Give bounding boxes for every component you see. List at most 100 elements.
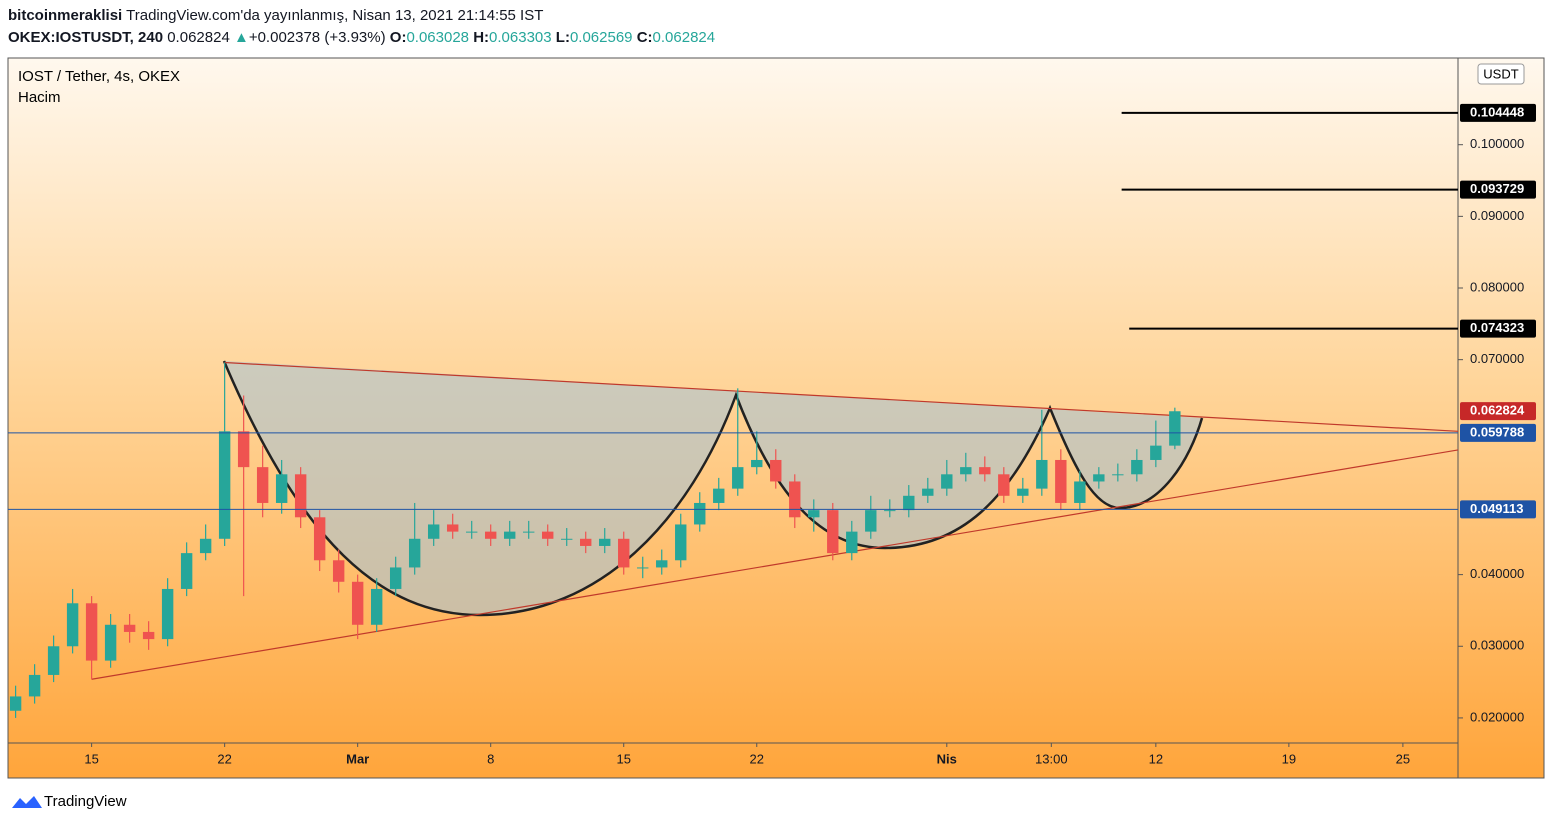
candle-body — [1093, 474, 1105, 482]
candle-body — [504, 531, 516, 539]
x-tick-label: 22 — [750, 751, 764, 766]
candle-body — [332, 560, 345, 582]
candle-body — [1169, 411, 1181, 446]
chart-panel — [7, 57, 1545, 779]
candle-body — [960, 467, 972, 475]
published: TradingView.com'da yayınlanmış, Nisan 13… — [126, 7, 544, 24]
price: 0.062824 — [167, 29, 230, 46]
candle-body — [47, 646, 60, 675]
author: bitcoinmeraklisi — [8, 7, 123, 24]
candle-body — [370, 588, 383, 625]
x-tick-label: 12 — [1149, 751, 1163, 766]
candle-body — [580, 538, 592, 546]
x-tick-label: 8 — [487, 751, 494, 766]
candle-body — [313, 517, 326, 561]
candle-body — [180, 553, 193, 589]
y-tick-label: 0.070000 — [1470, 351, 1524, 366]
candle-body — [713, 488, 725, 503]
candle-body — [523, 531, 535, 533]
price-badge-label: 0.059788 — [1470, 424, 1524, 439]
candle-body — [789, 481, 801, 518]
candle-body — [922, 488, 934, 496]
y-tick-label: 0.020000 — [1470, 709, 1524, 724]
candle-body — [389, 567, 402, 589]
cup-outline — [222, 360, 1204, 617]
candle-body — [656, 560, 668, 568]
candle-body — [599, 538, 611, 546]
x-tick-label: 13:00 — [1035, 751, 1068, 766]
candle-body — [465, 531, 478, 533]
legend-title: IOST / Tether, 4s, OKEX — [18, 68, 180, 85]
trendline — [91, 449, 1459, 680]
y-tick-label: 0.040000 — [1470, 566, 1524, 581]
price-badge — [1460, 423, 1536, 442]
currency: USDT — [1483, 66, 1518, 81]
legend-volume: Hacim — [18, 89, 61, 106]
candle-body — [123, 624, 136, 632]
candle-body — [941, 474, 953, 489]
symbol: OKEX:IOSTUSDT, 240 — [8, 29, 164, 46]
candle-body — [199, 538, 212, 554]
price-badge-label: 0.049113 — [1470, 501, 1524, 516]
candle-body — [275, 474, 288, 503]
price-badge — [1460, 180, 1536, 199]
l-value: 0.062569 — [569, 29, 633, 46]
candle-body — [9, 696, 22, 711]
candle-body — [256, 467, 269, 503]
candle-body — [618, 538, 630, 568]
candle-body — [770, 459, 782, 482]
candle-body — [1074, 481, 1086, 503]
candle-body — [694, 502, 706, 525]
y-tick-label: 0.100000 — [1470, 136, 1524, 151]
candle-body — [161, 588, 174, 640]
x-tick-label: Mar — [346, 751, 369, 766]
candle-body — [732, 467, 744, 489]
y-tick-label: 0.080000 — [1470, 279, 1524, 294]
candle-body — [675, 524, 687, 561]
candle-body — [218, 431, 231, 539]
o-label: O: — [389, 29, 407, 46]
candle-body — [903, 495, 915, 511]
candle-body — [1131, 459, 1143, 475]
candle-body — [884, 510, 896, 512]
trendline — [224, 361, 1459, 432]
change: +0.002378 (+3.93%) — [248, 29, 386, 46]
candle-body — [827, 510, 839, 554]
arrow: ▲ — [233, 29, 249, 46]
l-label: L: — [555, 29, 570, 46]
price-badge-label: 0.074323 — [1470, 320, 1524, 335]
candle-body — [1055, 459, 1067, 503]
x-tick-label: 15 — [616, 751, 630, 766]
price-badge-label: 0.093729 — [1470, 181, 1524, 196]
candle-body — [1036, 459, 1048, 489]
candle-body — [865, 510, 877, 532]
candle-body — [104, 624, 117, 661]
candle-body — [427, 524, 440, 539]
price-badge — [1460, 402, 1536, 421]
candle-body — [446, 524, 459, 532]
y-tick-label: 0.030000 — [1470, 638, 1524, 653]
x-tick-label: 22 — [217, 751, 231, 766]
candle-body — [1112, 474, 1124, 476]
currency-badge — [1477, 63, 1525, 85]
x-tick-label: 15 — [84, 751, 98, 766]
candle-body — [751, 459, 763, 468]
candle-body — [561, 538, 573, 540]
candle-body — [294, 474, 307, 518]
candle-body — [1150, 445, 1162, 460]
x-tick-label: 19 — [1282, 751, 1296, 766]
price-badge — [1460, 319, 1536, 338]
candle-body — [846, 531, 858, 554]
candle-body — [484, 531, 497, 539]
candle-body — [542, 531, 554, 539]
candle-body — [637, 567, 649, 569]
candle-body — [28, 674, 41, 697]
header-line-1: bitcoinmeraklisi TradingView.com'da yayı… — [8, 7, 543, 24]
price-badge — [1460, 500, 1536, 519]
candle-body — [142, 631, 155, 640]
x-tick-label: 25 — [1396, 751, 1410, 766]
logo — [12, 796, 42, 808]
h-label: H: — [473, 29, 490, 46]
price-badge-label: 0.062824 — [1470, 403, 1525, 418]
